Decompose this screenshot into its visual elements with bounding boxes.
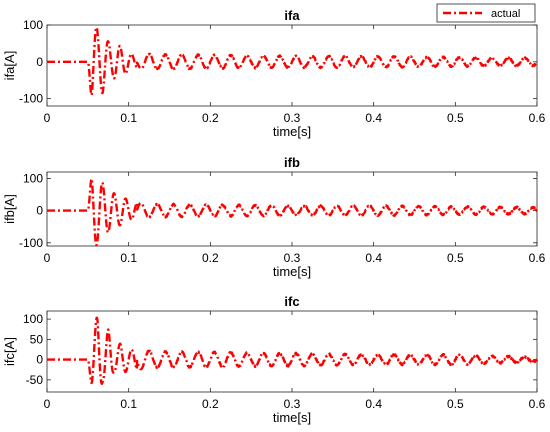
x-tick-label: 0.5 xyxy=(447,111,464,125)
y-tick-label: 0 xyxy=(36,204,43,218)
y-tick-label: -50 xyxy=(26,373,44,387)
legend-box xyxy=(436,3,536,23)
subplot-ifc xyxy=(46,310,539,393)
x-axis-label: time[s] xyxy=(273,264,311,279)
y-tick-label: 100 xyxy=(23,18,43,32)
subplot-ifb xyxy=(46,171,538,247)
x-axis-label: time[s] xyxy=(273,410,311,425)
x-tick-label: 0.4 xyxy=(365,251,382,265)
subplot-title: ifa xyxy=(284,8,300,23)
plot-area-ifc xyxy=(46,310,538,393)
y-tick-label: 0 xyxy=(36,353,43,367)
x-tick-label: 0 xyxy=(44,111,51,125)
y-tick-label: -100 xyxy=(19,236,43,250)
x-tick-label: 0.1 xyxy=(120,111,137,125)
x-tick-label: 0.6 xyxy=(529,397,546,411)
x-tick-label: 0.3 xyxy=(284,251,301,265)
subplot-title: ifb xyxy=(284,155,300,170)
x-tick-label: 0.2 xyxy=(202,397,219,411)
y-tick-label: -100 xyxy=(19,92,43,106)
subplot-title: ifc xyxy=(284,294,299,309)
x-tick-label: 0.5 xyxy=(447,251,464,265)
x-tick-label: 0.4 xyxy=(365,397,382,411)
plot-area-ifa xyxy=(46,24,538,107)
legend xyxy=(436,3,536,23)
x-tick-label: 0.4 xyxy=(365,111,382,125)
legend-label: actual xyxy=(491,8,520,20)
series-line-ifa-actual xyxy=(46,26,539,97)
series-line-ifc-actual xyxy=(46,316,539,385)
y-axis-label: ifc[A] xyxy=(2,337,17,366)
y-axis-label: ifa[A] xyxy=(2,51,17,81)
x-tick-label: 0.6 xyxy=(529,111,546,125)
x-tick-label: 0.5 xyxy=(447,397,464,411)
x-tick-label: 0.2 xyxy=(202,111,219,125)
series-line-ifb-actual xyxy=(46,177,538,247)
y-tick-label: 0 xyxy=(36,55,43,69)
subplot-ifa xyxy=(46,24,539,107)
x-axis-label: time[s] xyxy=(273,124,311,139)
x-tick-label: 0.1 xyxy=(120,397,137,411)
x-tick-label: 0.1 xyxy=(120,251,137,265)
x-tick-label: 0.3 xyxy=(284,397,301,411)
y-tick-label: 50 xyxy=(30,332,44,346)
x-tick-label: 0 xyxy=(44,397,51,411)
y-axis-label: ifb[A] xyxy=(2,194,17,224)
x-tick-label: 0 xyxy=(44,251,51,265)
y-tick-label: 100 xyxy=(23,312,43,326)
y-tick-label: 100 xyxy=(23,171,43,185)
x-tick-label: 0.6 xyxy=(529,251,546,265)
x-tick-label: 0.3 xyxy=(284,111,301,125)
x-tick-label: 0.2 xyxy=(202,251,219,265)
